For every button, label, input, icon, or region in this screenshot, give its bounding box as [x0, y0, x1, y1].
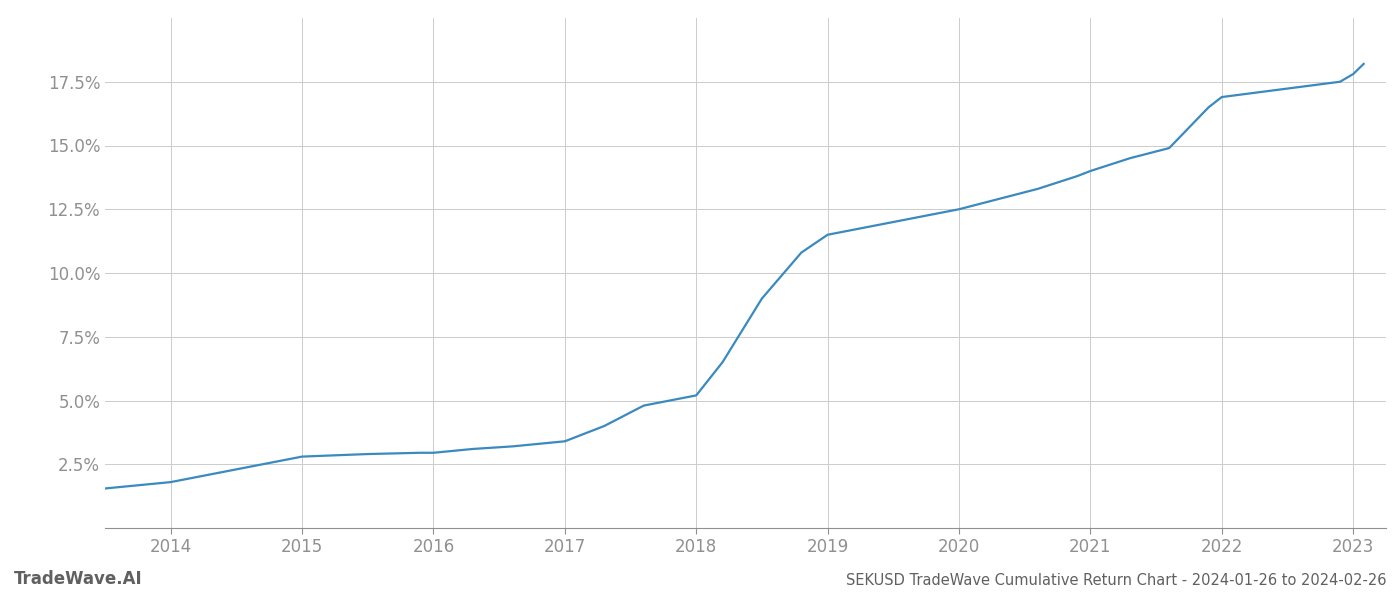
- Text: TradeWave.AI: TradeWave.AI: [14, 570, 143, 588]
- Text: SEKUSD TradeWave Cumulative Return Chart - 2024-01-26 to 2024-02-26: SEKUSD TradeWave Cumulative Return Chart…: [846, 573, 1386, 588]
